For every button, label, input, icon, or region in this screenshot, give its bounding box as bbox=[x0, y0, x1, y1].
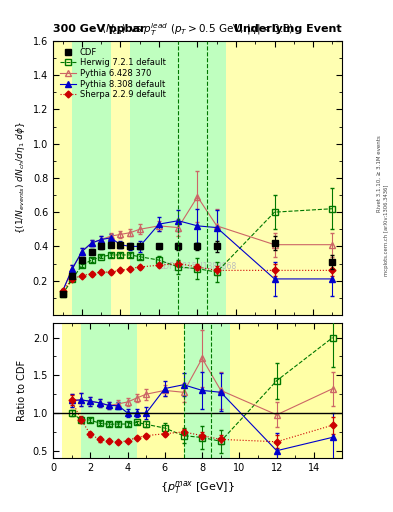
Bar bbox=[137, 323, 184, 458]
Text: $\langle N_{ch}\rangle$ vs $p_T^{lead}$ ($p_T > 0.5$ GeV, $|\eta| < 0.8$): $\langle N_{ch}\rangle$ vs $p_T^{lead}$ … bbox=[101, 22, 294, 38]
Text: Underlying Event: Underlying Event bbox=[234, 24, 342, 34]
Bar bbox=[184, 323, 230, 458]
Bar bbox=[81, 323, 137, 458]
Bar bbox=[62, 323, 81, 458]
Bar bbox=[72, 41, 111, 315]
X-axis label: $\{p_T^{max}\ [\mathrm{GeV}]\}$: $\{p_T^{max}\ [\mathrm{GeV}]\}$ bbox=[160, 479, 235, 496]
Text: mcplots.cern.ch [arXiv:1306.3436]: mcplots.cern.ch [arXiv:1306.3436] bbox=[384, 185, 389, 276]
Y-axis label: $\{(1/N_{events})\ dN_{ch}/d\eta_1\ d\phi\}$: $\{(1/N_{events})\ dN_{ch}/d\eta_1\ d\ph… bbox=[14, 121, 27, 234]
Text: Rivet 3.1.10, ≥ 3.1M events: Rivet 3.1.10, ≥ 3.1M events bbox=[377, 136, 382, 212]
Bar bbox=[226, 41, 342, 315]
Bar bbox=[230, 323, 342, 458]
Text: 300 GeV ppbar: 300 GeV ppbar bbox=[53, 24, 145, 34]
Bar bbox=[53, 41, 72, 315]
Bar bbox=[111, 41, 130, 315]
Text: CDF_2015_I1388868: CDF_2015_I1388868 bbox=[158, 261, 237, 270]
Bar bbox=[130, 41, 226, 315]
Legend: CDF, Herwig 7.2.1 default, Pythia 6.428 370, Pythia 8.308 default, Sherpa 2.2.9 : CDF, Herwig 7.2.1 default, Pythia 6.428 … bbox=[57, 45, 168, 102]
Y-axis label: Ratio to CDF: Ratio to CDF bbox=[17, 360, 27, 421]
